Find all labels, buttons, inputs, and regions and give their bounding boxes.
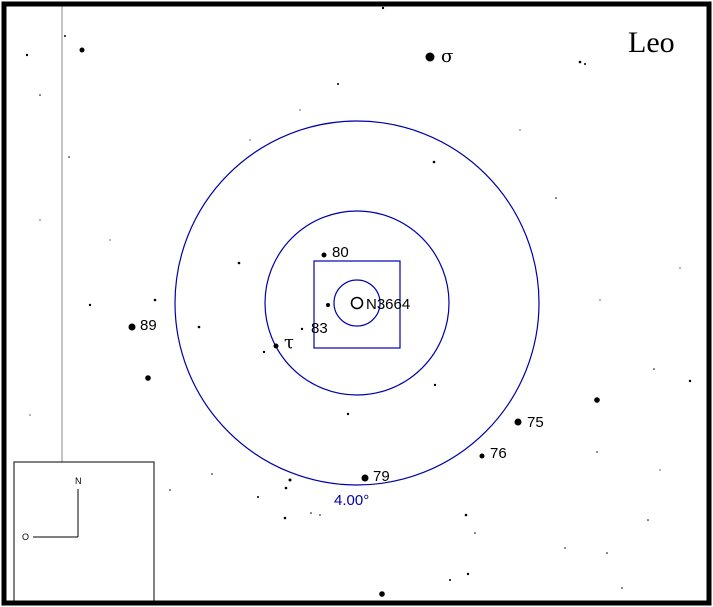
faint-star	[449, 579, 451, 581]
faint-star	[68, 156, 70, 158]
faint-star	[464, 513, 468, 517]
faint-star	[379, 591, 385, 597]
field-of-view-square	[313, 260, 401, 349]
star-sigma	[425, 52, 435, 62]
faint-star	[299, 109, 301, 111]
faint-star	[153, 298, 157, 302]
compass-inset: N O	[13, 461, 155, 603]
faint-star	[659, 469, 661, 471]
faint-star	[39, 219, 41, 221]
faint-star	[145, 375, 151, 381]
faint-star	[337, 83, 339, 85]
faint-star	[474, 532, 476, 534]
faint-star	[688, 379, 692, 383]
star-79	[361, 474, 369, 482]
faint-star	[319, 514, 321, 516]
faint-star	[326, 303, 330, 307]
faint-star	[29, 414, 31, 416]
faint-star	[283, 516, 287, 520]
faint-star	[310, 512, 312, 514]
ring-scale-label: 4.00°	[334, 492, 369, 509]
faint-star	[433, 383, 437, 387]
target-label: N3664	[366, 296, 410, 313]
faint-star	[564, 547, 566, 549]
faint-star	[584, 63, 586, 65]
faint-star	[249, 139, 251, 141]
compass-east-label: O	[22, 532, 29, 542]
faint-star	[555, 197, 557, 199]
faint-star	[621, 587, 623, 589]
label-75: 75	[527, 414, 544, 431]
star-76	[479, 453, 485, 459]
faint-star	[88, 303, 92, 307]
constellation-name: Leo	[628, 26, 675, 59]
middle-field-ring	[264, 210, 450, 396]
faint-star	[578, 60, 582, 64]
faint-star	[64, 35, 66, 37]
label-89: 89	[140, 317, 157, 334]
faint-star	[647, 519, 649, 521]
faint-star	[288, 478, 292, 482]
faint-star	[606, 552, 608, 554]
named-stars: σ 80 83 τ 89 75 76 79	[128, 46, 544, 485]
field-rings	[174, 120, 540, 486]
faint-star	[466, 572, 470, 576]
inner-field-ring	[333, 279, 381, 327]
star-tau	[273, 343, 279, 349]
faint-star	[346, 412, 350, 416]
label-76: 76	[490, 445, 507, 462]
faint-star	[257, 496, 259, 498]
compass-box	[13, 461, 155, 603]
outer-field-ring	[174, 120, 540, 486]
target-galaxy-marker	[350, 296, 364, 310]
faint-star	[284, 486, 288, 490]
faint-star	[432, 160, 436, 164]
star-89	[128, 323, 136, 331]
faint-star	[679, 267, 681, 269]
faint-star	[599, 299, 601, 301]
faint-star	[109, 239, 111, 241]
faint-star	[381, 6, 385, 10]
compass-north-label: N	[75, 476, 82, 486]
star-80	[321, 252, 327, 258]
faint-stars	[25, 6, 692, 597]
label-80: 80	[332, 244, 349, 261]
star-75	[514, 418, 522, 426]
faint-star	[169, 489, 171, 491]
label-83: 83	[311, 320, 328, 337]
faint-star	[262, 350, 266, 354]
faint-star	[211, 473, 213, 475]
faint-star	[519, 129, 521, 131]
faint-star	[596, 451, 598, 453]
faint-star	[197, 325, 201, 329]
target-object: N3664	[350, 296, 410, 313]
faint-star	[237, 261, 241, 265]
star-83	[300, 327, 304, 331]
label-tau: τ	[284, 332, 294, 353]
faint-star	[594, 397, 600, 403]
faint-star	[79, 47, 85, 53]
faint-star	[39, 94, 41, 96]
label-79: 79	[373, 468, 390, 485]
faint-star	[25, 53, 29, 57]
label-sigma: σ	[441, 46, 453, 67]
faint-star	[653, 368, 655, 370]
